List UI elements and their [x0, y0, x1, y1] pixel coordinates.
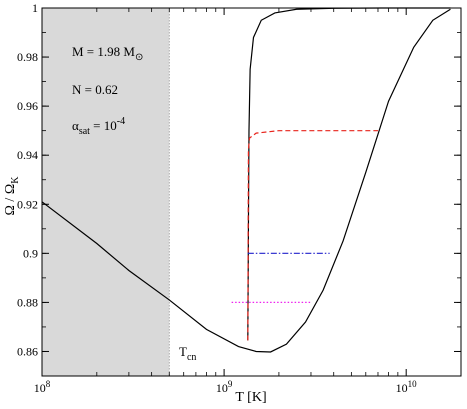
mass-symbol: ⊙	[135, 52, 143, 63]
y-tick-label: 0.98	[17, 50, 38, 64]
tcn-main: T	[179, 344, 187, 359]
tcn-annotation: Tcn	[179, 344, 196, 363]
x-axis-title: T [K]	[235, 390, 266, 405]
mass-text: M = 1.98 M	[72, 44, 135, 59]
y-axis-title: Ω / ΩK	[3, 176, 21, 216]
y-tick-label: 0.96	[17, 99, 38, 113]
plot-frame	[41, 7, 462, 377]
alpha-exp: -4	[117, 116, 125, 127]
y-axis-title-sub: K	[10, 176, 21, 184]
alpha-eq: = 10	[90, 118, 117, 133]
series-line-2	[247, 7, 451, 341]
y-tick-label: 0.9	[23, 246, 38, 260]
x-tick-label: 109	[216, 379, 233, 395]
y-tick-label: 0.94	[17, 148, 38, 162]
shaded-region	[42, 8, 170, 376]
tick-layer: 108 109 1010 0.86 0.88 0.9 0.92 0.94 0.96 0.98 1	[17, 1, 462, 395]
alpha-sub: sat	[79, 126, 90, 137]
y-tick-label: 0.86	[17, 344, 38, 358]
x-tick-label: 1010	[396, 379, 418, 395]
y-tick-label: 1	[32, 1, 38, 15]
n-annotation: N = 0.62	[72, 82, 118, 97]
alpha-symbol: α	[72, 118, 79, 133]
y-tick-label: 0.88	[17, 295, 38, 309]
y-tick-label: 0.92	[17, 197, 38, 211]
mass-annotation: M = 1.98 M⊙	[72, 44, 143, 63]
alpha-annotation: αsat = 10-4	[72, 116, 125, 137]
y-axis-title-main: Ω / Ω	[3, 184, 18, 216]
series-line-1	[41, 8, 451, 353]
tcn-sub: cn	[187, 352, 196, 363]
series-line-3	[247, 130, 378, 341]
x-tick-label: 108	[34, 379, 51, 395]
